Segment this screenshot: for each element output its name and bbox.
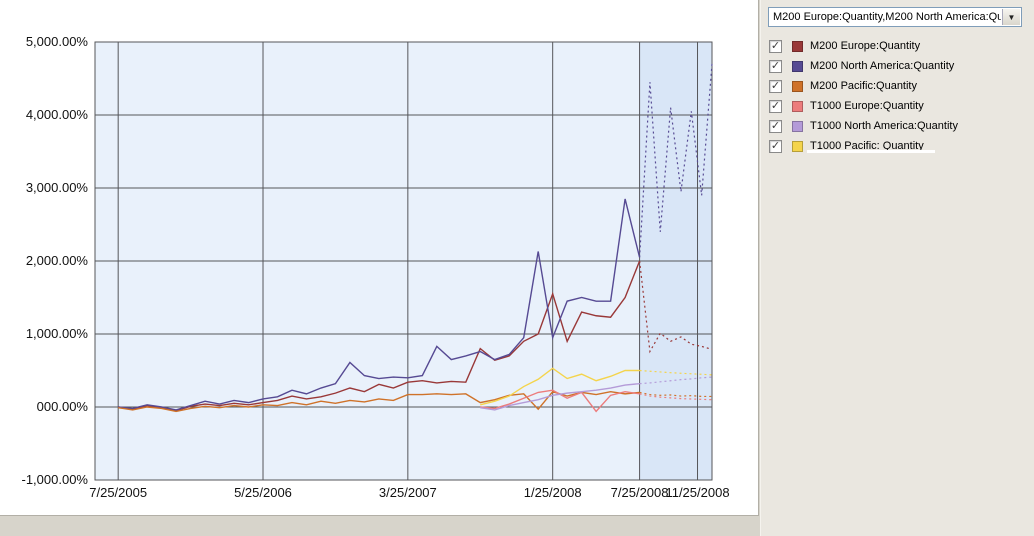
series-filter-value: M200 Europe:Quantity,M200 North America:… [773,11,1001,23]
svg-text:7/25/2008: 7/25/2008 [611,485,669,500]
series-color-swatch [792,100,803,112]
legend-item: ✓ T1000 Europe:Quantity [767,96,1029,116]
time-series-chart: 5,000.00% 4,000.00% 3,000.00% 2,000.00% 1,00… [22,34,730,500]
series-color-swatch [792,60,803,72]
legend-checkbox[interactable]: ✓ [769,39,782,53]
legend-checkbox[interactable]: ✓ [769,99,782,113]
legend-item: ✓ M200 Pacific:Quantity [767,76,1029,96]
legend-item-label: M200 North America:Quantity [810,60,955,72]
svg-text:4,000.00%: 4,000.00% [26,107,89,122]
legend-highlight-bar [807,150,935,153]
svg-text:11/25/2008: 11/25/2008 [665,485,729,500]
legend-item: ✓ T1000 Pacific: Quantity [767,136,1029,156]
series-color-swatch [792,140,803,152]
legend-panel: M200 Europe:Quantity,M200 North America:… [760,0,1034,536]
legend-item-label: M200 Pacific:Quantity [810,80,917,92]
legend-item: ✓ M200 Europe:Quantity [767,36,1029,56]
svg-text:-1,000.00%: -1,000.00% [22,472,89,487]
svg-text:1,000.00%: 1,000.00% [26,326,89,341]
series-color-swatch [792,40,803,52]
legend-checkbox[interactable]: ✓ [769,79,782,93]
svg-text:000.00%: 000.00% [37,399,89,414]
chevron-down-icon[interactable]: ▼ [1002,9,1020,25]
legend-item-label: T1000 Pacific: Quantity [810,140,924,152]
legend-checkbox[interactable]: ✓ [769,119,782,133]
series-color-swatch [792,120,803,132]
svg-text:3/25/2007: 3/25/2007 [379,485,437,500]
legend-item: ✓ M200 North America:Quantity [767,56,1029,76]
series-filter-dropdown[interactable]: M200 Europe:Quantity,M200 North America:… [768,7,1022,27]
svg-text:7/25/2005: 7/25/2005 [89,485,147,500]
legend-list: ✓ M200 Europe:Quantity ✓ M200 North Amer… [767,36,1029,156]
svg-text:2,000.00%: 2,000.00% [26,253,89,268]
svg-text:5,000.00%: 5,000.00% [26,34,89,49]
svg-text:5/25/2006: 5/25/2006 [234,485,292,500]
legend-item-label: M200 Europe:Quantity [810,40,921,52]
svg-text:3,000.00%: 3,000.00% [26,180,89,195]
legend-item: ✓ T1000 North America:Quantity [767,116,1029,136]
chart-panel: 5,000.00% 4,000.00% 3,000.00% 2,000.00% 1,00… [0,0,759,516]
legend-item-label: T1000 North America:Quantity [810,120,958,132]
svg-text:1/25/2008: 1/25/2008 [524,485,582,500]
legend-item-label: T1000 Europe:Quantity [810,100,924,112]
legend-checkbox[interactable]: ✓ [769,59,782,73]
legend-checkbox[interactable]: ✓ [769,139,782,153]
series-color-swatch [792,80,803,92]
